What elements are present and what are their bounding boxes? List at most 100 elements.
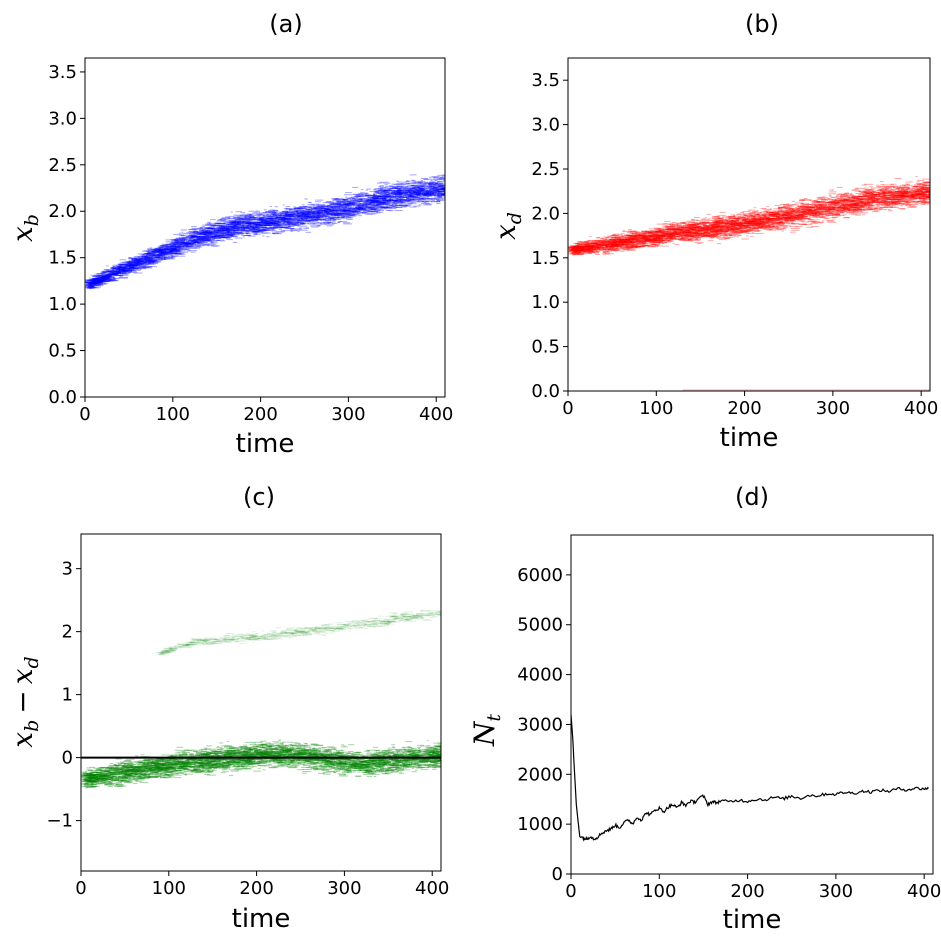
data-point	[653, 240, 658, 242]
data-point	[368, 208, 378, 210]
data-point	[94, 282, 99, 284]
data-point	[790, 227, 801, 229]
data-point	[218, 223, 226, 224]
data-point	[695, 239, 701, 241]
data-point	[420, 185, 428, 187]
data-point	[394, 205, 398, 207]
data-point	[289, 214, 296, 216]
data-point	[622, 241, 631, 243]
data-point	[137, 257, 143, 259]
data-point	[352, 213, 356, 215]
data-point	[411, 188, 416, 190]
data-point	[112, 264, 118, 266]
data-point	[322, 210, 331, 212]
data-point	[398, 194, 401, 196]
data-point	[134, 265, 138, 267]
data-point	[390, 198, 400, 200]
data-point	[201, 232, 210, 234]
data-point	[185, 243, 196, 245]
data-point	[249, 217, 257, 219]
data-point	[133, 262, 144, 264]
data-point	[579, 245, 588, 247]
data-point	[385, 193, 390, 195]
data-point	[247, 218, 257, 220]
data-point	[247, 213, 253, 215]
data-point	[897, 191, 900, 193]
data-point	[255, 225, 258, 227]
data-point	[437, 188, 443, 190]
data-point	[343, 209, 346, 211]
data-point	[188, 240, 195, 242]
y-tick-label: 3.5	[48, 62, 77, 83]
data-point	[279, 215, 284, 217]
data-point	[311, 209, 322, 211]
data-point	[191, 232, 201, 234]
data-point	[228, 225, 237, 227]
data-point	[393, 184, 401, 186]
data-point	[402, 195, 409, 196]
data-point	[385, 196, 395, 198]
data-point	[142, 261, 151, 263]
data-point	[393, 193, 401, 195]
data-point	[188, 246, 195, 248]
data-point	[92, 278, 98, 280]
data-point	[394, 191, 399, 193]
data-point	[391, 202, 398, 204]
data-point	[127, 268, 131, 270]
data-point	[916, 188, 925, 190]
data-point	[337, 213, 340, 215]
data-point	[180, 229, 188, 231]
data-point	[215, 223, 226, 224]
data-point	[92, 281, 102, 283]
data-point	[330, 220, 336, 222]
data-point	[380, 185, 384, 187]
data-point	[274, 220, 279, 222]
data-point	[176, 242, 180, 244]
data-point	[205, 223, 212, 225]
data-point	[769, 212, 775, 214]
data-point	[185, 236, 194, 238]
data-point	[262, 214, 271, 216]
data-point	[657, 238, 668, 240]
data-point	[330, 204, 341, 206]
data-point	[650, 230, 656, 232]
data-point	[203, 237, 207, 239]
data-point	[188, 241, 195, 243]
data-point	[298, 219, 304, 221]
data-point	[724, 232, 731, 234]
data-point	[371, 198, 379, 200]
data-point	[381, 207, 389, 208]
data-point	[374, 206, 381, 208]
data-point	[326, 222, 333, 224]
data-point	[88, 280, 97, 282]
data-point	[358, 206, 368, 208]
data-point	[253, 218, 262, 220]
data-point	[115, 274, 124, 276]
data-point	[91, 282, 102, 284]
data-point	[279, 217, 287, 219]
data-point	[316, 218, 320, 220]
data-point	[228, 226, 236, 228]
data-point	[266, 217, 273, 219]
data-point	[373, 192, 383, 194]
data-point	[855, 202, 860, 204]
data-point	[436, 188, 445, 190]
data-point	[292, 213, 295, 215]
data-point	[411, 186, 420, 188]
data-point	[442, 194, 445, 196]
data-point	[239, 222, 249, 224]
data-point	[377, 202, 385, 204]
data-point	[174, 239, 183, 241]
data-point	[413, 197, 421, 199]
data-point	[118, 271, 127, 273]
data-point	[171, 249, 176, 251]
data-point	[207, 232, 210, 234]
data-point	[145, 259, 149, 261]
data-point	[388, 185, 394, 187]
data-point	[418, 197, 425, 199]
data-point	[250, 231, 260, 233]
data-point	[89, 283, 97, 285]
data-point	[327, 206, 333, 208]
data-point	[273, 212, 279, 214]
data-point	[295, 217, 304, 219]
